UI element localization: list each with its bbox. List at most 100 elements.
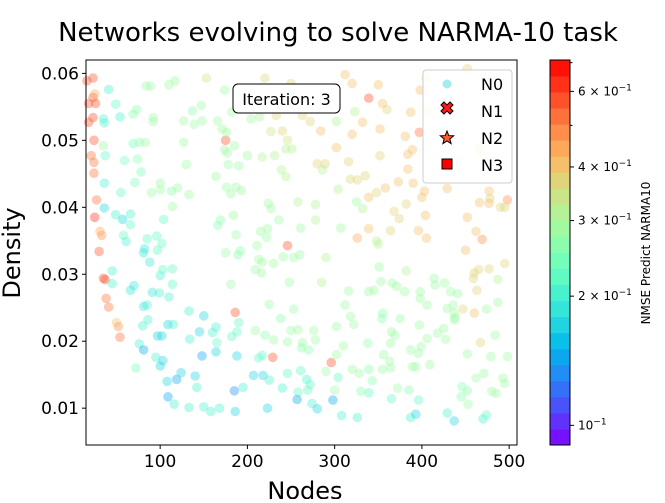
data-point: [96, 230, 107, 241]
data-point: [386, 394, 397, 404]
data-point: [185, 334, 195, 345]
data-point: [196, 100, 206, 111]
data-point: [320, 159, 330, 169]
data-point: [463, 399, 473, 410]
data-point: [264, 299, 275, 310]
data-point: [373, 239, 384, 249]
data-point: [142, 234, 152, 244]
data-point: [429, 273, 439, 284]
data-point: [197, 116, 207, 126]
data-point: [197, 351, 207, 361]
data-point: [422, 300, 432, 310]
data-point: [231, 182, 241, 192]
colorbar-segment: [550, 428, 570, 446]
colorbar-segment: [550, 140, 570, 157]
data-point: [118, 230, 129, 241]
colorbar-segment: [550, 108, 570, 125]
data-point: [376, 276, 386, 287]
data-point: [328, 395, 338, 405]
data-point: [277, 126, 288, 136]
y-axis: 0.01 0.02 0.03 0.04 0.05 0.06: [41, 64, 86, 419]
data-point: [181, 159, 192, 170]
data-point: [254, 112, 265, 122]
colorbar-tick-label: 10−1: [578, 417, 607, 432]
data-point: [326, 357, 337, 368]
data-point: [233, 250, 243, 260]
colorbar-segment: [550, 284, 570, 302]
data-point: [172, 183, 183, 193]
data-point: [296, 343, 307, 353]
colorbar-segment: [550, 124, 570, 141]
data-point: [288, 304, 299, 314]
data-point: [212, 337, 222, 348]
data-point: [261, 232, 272, 243]
data-point: [484, 186, 494, 196]
data-point: [151, 352, 161, 363]
data-point: [356, 386, 366, 397]
data-point: [138, 248, 149, 258]
data-point: [140, 137, 151, 148]
data-point: [286, 325, 296, 336]
data-point: [310, 215, 321, 225]
legend-label-n0: N0: [481, 75, 503, 94]
data-point: [419, 186, 430, 196]
data-point: [211, 322, 221, 333]
data-point: [258, 370, 268, 381]
data-point: [100, 150, 110, 161]
x-tick-label: 500: [493, 452, 525, 472]
data-point: [449, 416, 460, 426]
y-tick-label: 0.02: [41, 332, 79, 352]
data-point: [184, 306, 194, 316]
data-point: [282, 240, 293, 251]
data-point: [312, 159, 323, 169]
data-point: [363, 223, 374, 234]
data-point: [282, 337, 293, 347]
data-point: [474, 197, 485, 208]
data-point: [477, 234, 487, 245]
colorbar-segment: [550, 76, 570, 93]
data-point: [255, 226, 266, 237]
data-point: [199, 402, 209, 412]
x-tick-label: 400: [406, 452, 438, 472]
colorbar-segment: [550, 252, 570, 270]
data-point: [321, 366, 331, 377]
data-point: [110, 209, 121, 220]
data-point: [207, 327, 218, 338]
data-point: [164, 292, 174, 302]
data-point: [369, 285, 379, 296]
data-point: [257, 152, 268, 162]
data-point: [331, 349, 342, 360]
colorbar-segment: [550, 236, 570, 253]
data-point: [411, 361, 421, 372]
colorbar-frame: [549, 59, 571, 446]
data-point: [253, 254, 264, 265]
data-point: [321, 252, 331, 263]
colorbar-segment: [550, 396, 570, 414]
data-point: [491, 388, 501, 399]
data-point: [269, 150, 280, 161]
y-tick-label: 0.04: [41, 198, 79, 218]
data-point: [158, 355, 168, 366]
data-point: [347, 129, 357, 140]
data-point: [354, 368, 364, 379]
data-point: [363, 286, 374, 297]
data-point: [201, 73, 212, 83]
data-point: [400, 131, 411, 142]
data-point: [98, 114, 109, 124]
data-point: [331, 116, 342, 127]
data-point: [194, 327, 205, 337]
data-point: [343, 157, 354, 167]
data-point: [303, 345, 314, 355]
data-point: [136, 167, 146, 177]
data-point: [384, 356, 395, 367]
data-point: [152, 331, 163, 341]
data-point: [215, 215, 226, 225]
data-point: [462, 386, 473, 396]
data-point: [94, 246, 104, 257]
legend-label-n3: N3: [481, 156, 503, 175]
data-point: [176, 367, 186, 378]
data-point: [378, 349, 389, 360]
data-point: [253, 353, 264, 363]
data-point: [449, 315, 460, 325]
data-point: [363, 364, 374, 375]
